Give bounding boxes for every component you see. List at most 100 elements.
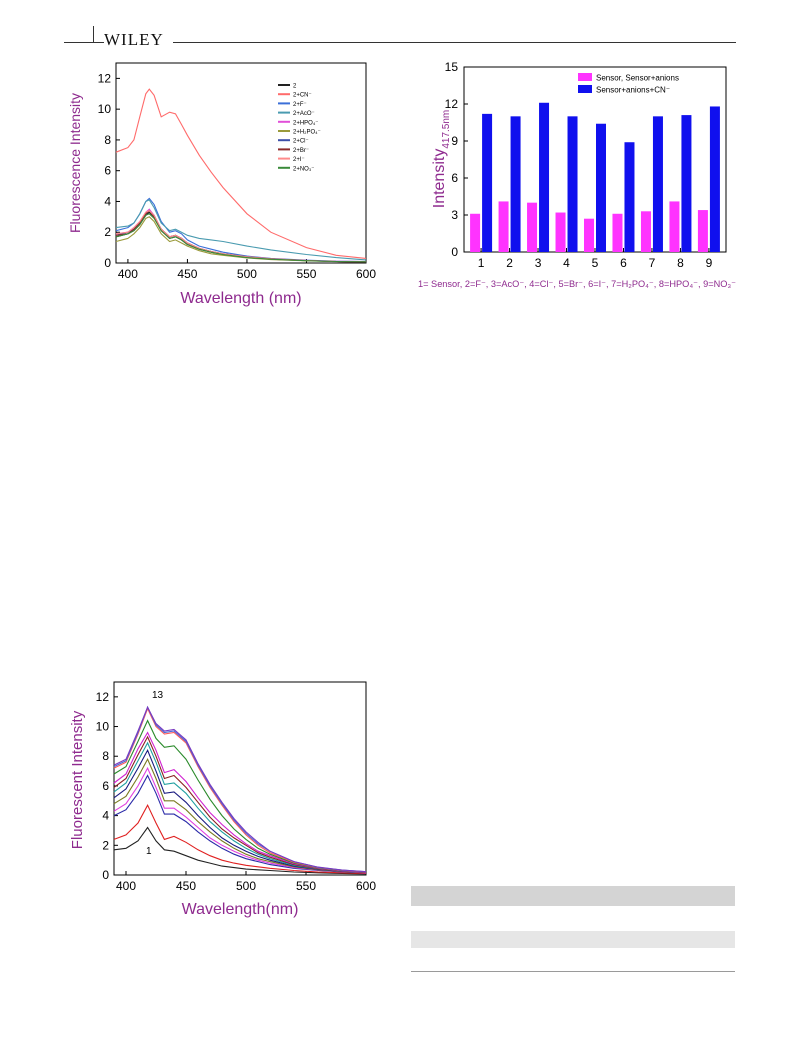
y-tick-label: 10	[96, 720, 110, 734]
bar-sensor-9	[697, 210, 708, 252]
x-tick-label: 500	[236, 879, 256, 893]
y-tick-label: 9	[451, 134, 458, 148]
legend-label: 2	[293, 84, 297, 90]
header-rule-right	[173, 42, 736, 43]
x-axis-label: Wavelength (nm)	[180, 290, 301, 307]
x-tick-label: 550	[296, 267, 316, 281]
x-tick-label: 5	[592, 256, 599, 270]
series-line-6	[113, 749, 367, 874]
series-line-13	[113, 705, 367, 873]
y-tick-label: 8	[102, 749, 109, 763]
legend-label: 2+I⁻	[293, 157, 305, 163]
x-tick-label: 4	[563, 256, 570, 270]
x-tick-label: 3	[535, 256, 542, 270]
bar-sensor-5	[584, 218, 594, 252]
x-tick-label: 450	[176, 879, 196, 893]
series-line-1	[115, 211, 367, 263]
series-line-9	[113, 731, 367, 873]
bar-cn-3	[539, 102, 550, 252]
y-tick-label: 0	[102, 868, 109, 882]
table-bottom-rule	[411, 971, 735, 972]
publisher-logo: WILEY	[104, 30, 164, 49]
series-line-11	[113, 707, 367, 873]
table-row-band	[411, 931, 735, 948]
y-axis-label: Fluorescence Intensity	[67, 93, 83, 233]
bar-sensor-7	[640, 211, 651, 252]
x-tick-label: 600	[356, 267, 376, 281]
series-line-10	[115, 213, 367, 263]
y-tick-label: 3	[451, 208, 458, 222]
legend-label: 2+F⁻	[293, 102, 307, 108]
y-tick-label: 15	[445, 60, 459, 74]
series-line-3	[113, 774, 367, 874]
legend-label: 2+NO₃⁻	[293, 166, 314, 172]
y-tick-label: 6	[104, 164, 111, 178]
y-axis-label: Intensity417.5nm	[431, 110, 452, 209]
bar-cn-4	[567, 116, 578, 252]
x-tick-label: 8	[677, 256, 684, 270]
y-tick-label: 6	[102, 779, 109, 793]
y-tick-label: 10	[98, 102, 112, 116]
bar-sensor-8	[669, 201, 680, 252]
header-vertical-tick	[93, 26, 94, 43]
bar-cn-1	[482, 113, 493, 252]
x-tick-label: 9	[706, 256, 713, 270]
bar-cn-8	[681, 115, 692, 252]
plot-frame	[113, 681, 367, 876]
y-tick-label: 4	[104, 194, 111, 208]
legend-label: Sensor+anions+CN⁻	[596, 86, 670, 95]
x-tick-label: 6	[620, 256, 627, 270]
y-tick-label: 12	[98, 71, 112, 85]
bar-sensor-3	[527, 202, 538, 252]
bar-sensor-1	[470, 213, 481, 252]
bar-cn-2	[510, 116, 521, 252]
y-tick-label: 0	[104, 256, 111, 270]
bar-cn-7	[652, 116, 663, 252]
svg-text:Intensity417.5nm: Intensity417.5nm	[431, 110, 452, 209]
plot-frame	[115, 62, 367, 264]
series-line-10	[113, 719, 367, 873]
x-tick-label: 450	[177, 267, 197, 281]
bar-cn-5	[596, 123, 606, 252]
y-tick-label: 0	[451, 245, 458, 259]
bar-sensor-6	[612, 213, 623, 252]
series-line-2	[113, 803, 367, 875]
y-tick-label: 4	[102, 809, 109, 823]
series-line-12	[113, 705, 367, 873]
y-tick-label: 8	[104, 133, 111, 147]
legend-swatch	[578, 85, 592, 93]
x-tick-label: 1	[478, 256, 485, 270]
bar-sensor-2	[498, 201, 509, 252]
series-line-8	[113, 735, 367, 873]
bar-sensor-4	[555, 212, 566, 252]
legend-label: 2+H₂PO₄⁻	[293, 130, 321, 136]
series-line-4	[113, 766, 367, 874]
y-tick-label: 6	[451, 171, 458, 185]
x-tick-label: 400	[116, 879, 136, 893]
legend-label: 2+AcO⁻	[293, 111, 315, 117]
y-axis-label: Fluorescent Intensity	[69, 710, 86, 849]
x-tick-label: 2	[506, 256, 513, 270]
figure-a-emission-spectra: 400 450 500 550 600 0 2 4 6 8 10 12 2 2+CN⁻ 2+F⁻ 2+AcO…	[67, 62, 376, 307]
legend-label: 2+HPO₄⁻	[293, 120, 318, 126]
series-line-4	[115, 199, 367, 261]
legend-label: 2+Br⁻	[293, 148, 309, 154]
table-header-band	[411, 886, 735, 906]
x-tick-label: 500	[237, 267, 257, 281]
series-line-1	[113, 826, 367, 875]
header-rule-left	[64, 42, 104, 43]
series-line-5	[113, 757, 367, 874]
annotation-1: 1	[146, 846, 152, 857]
x-axis-label: Wavelength(nm)	[182, 901, 299, 918]
legend-label: 2+CN⁻	[293, 93, 312, 99]
x-tick-label: 400	[118, 267, 138, 281]
legend-label: 2+Cl⁻	[293, 139, 309, 145]
annotation-13: 13	[152, 690, 164, 701]
bar-cn-9	[709, 106, 720, 252]
x-tick-label: 550	[296, 879, 316, 893]
x-tick-label: 7	[649, 256, 656, 270]
series-line-7	[113, 741, 367, 873]
series-line-2	[115, 88, 367, 259]
bar-cn-6	[624, 142, 635, 252]
